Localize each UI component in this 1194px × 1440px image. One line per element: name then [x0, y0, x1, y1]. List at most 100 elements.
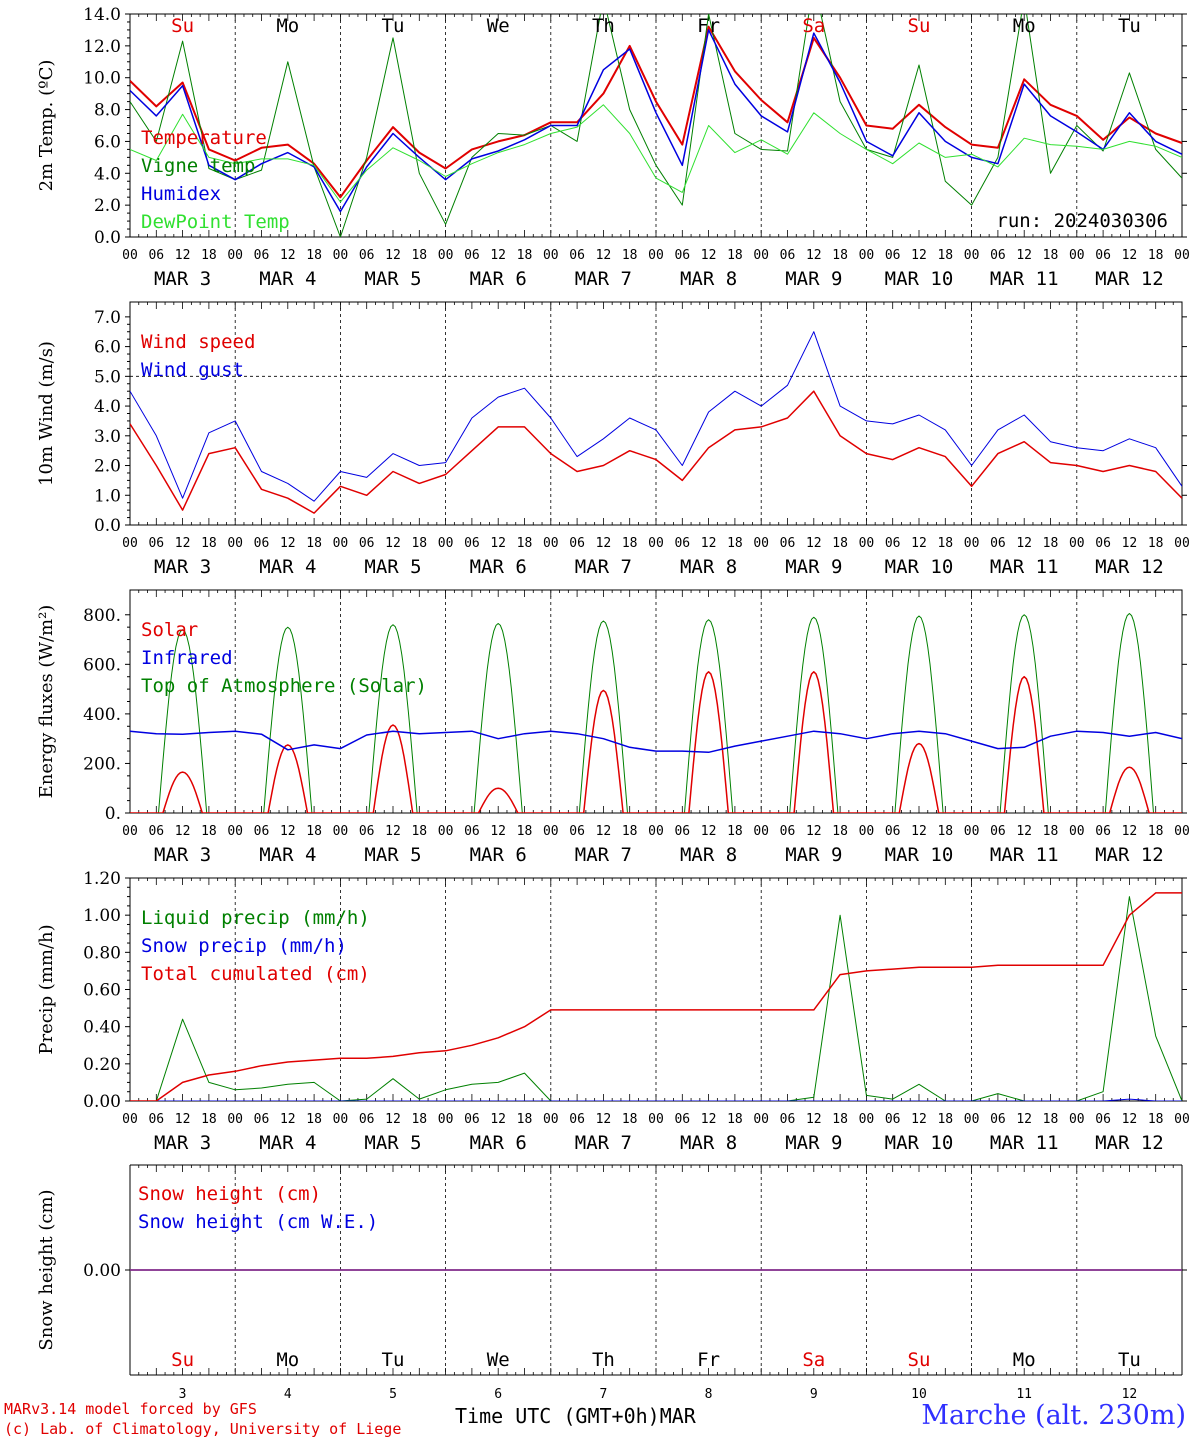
hour-label: 00 [859, 248, 875, 263]
date-label: MAR 4 [259, 844, 316, 866]
date-label: MAR 6 [470, 268, 527, 290]
hour-label: 06 [148, 824, 164, 839]
y-tick-label: 0.80 [83, 943, 121, 963]
hour-label: 00 [543, 248, 559, 263]
date-label: MAR 5 [364, 556, 421, 578]
y-axis-label: Snow height (cm) [36, 1189, 57, 1350]
hour-label: 18 [1148, 1112, 1164, 1127]
date-label: MAR 3 [154, 556, 211, 578]
hour-label: 06 [1095, 536, 1111, 551]
hour-label: 00 [438, 536, 454, 551]
hour-label: 12 [280, 1112, 296, 1127]
hour-label: 18 [201, 1112, 217, 1127]
hour-label: 06 [359, 824, 375, 839]
hour-label: 18 [517, 536, 533, 551]
series-temp-3 [130, 104, 1182, 203]
hour-label: 12 [490, 248, 506, 263]
hour-label: 00 [333, 1112, 349, 1127]
hour-label: 12 [280, 536, 296, 551]
hour-label: 12 [911, 1112, 927, 1127]
hour-label: 00 [964, 536, 980, 551]
date-label: MAR 7 [575, 556, 632, 578]
date-label: MAR 9 [785, 844, 842, 866]
hour-label: 18 [517, 1112, 533, 1127]
panel-precip: 0.00 0.20 0.40 0.60 0.80 1.00 1.20 Precip (mm/h… [36, 869, 1190, 1154]
hour-label: 06 [148, 248, 164, 263]
hour-label: 06 [990, 1112, 1006, 1127]
run-annotation: run: 2024030306 [996, 210, 1168, 232]
hour-label: 00 [122, 1112, 138, 1127]
hour-label: 00 [227, 248, 243, 263]
series-temp-1 [130, 14, 1182, 237]
legend-entry: Liquid precip (mm/h) [141, 907, 370, 929]
hour-label: 06 [780, 248, 796, 263]
date-label: MAR 5 [364, 1132, 421, 1154]
date-label: MAR 9 [785, 1132, 842, 1154]
y-tick-label: 0.00 [83, 1261, 121, 1281]
hour-label: 12 [1016, 536, 1032, 551]
y-tick-label: 4.0 [94, 397, 121, 417]
hour-label: 18 [306, 248, 322, 263]
series-temp-0 [130, 25, 1182, 199]
hour-label: 12 [596, 248, 612, 263]
day-of-week-label: Tu [382, 1349, 405, 1371]
legend-entry: Temperature [141, 127, 267, 149]
y-tick-label: 0.0 [94, 228, 121, 248]
hour-label: 00 [1069, 1112, 1085, 1127]
hour-label: 18 [1043, 248, 1059, 263]
hour-label: 00 [753, 248, 769, 263]
hour-label: 18 [622, 248, 638, 263]
date-label: MAR 12 [1095, 556, 1164, 578]
hour-label: 18 [1148, 824, 1164, 839]
day-of-week-label: Sa [802, 1349, 825, 1371]
day-of-week-label: Su [908, 1349, 931, 1371]
day-of-week-label: Fr [697, 1349, 720, 1371]
y-tick-label: 0.60 [83, 981, 121, 1001]
day-of-week-label: Mo [276, 15, 299, 37]
hour-label: 00 [438, 1112, 454, 1127]
y-tick-label: 0.20 [83, 1055, 121, 1075]
hour-label: 12 [175, 536, 191, 551]
hour-label: 12 [911, 248, 927, 263]
day-of-week-label: Su [171, 1349, 194, 1371]
station-name: Marche (alt. 230m) [921, 1400, 1186, 1431]
series-wind-1 [130, 331, 1182, 502]
hour-label: 12 [385, 248, 401, 263]
date-label: MAR 4 [259, 556, 316, 578]
hour-label: 18 [622, 824, 638, 839]
day-of-week-label: Tu [1118, 1349, 1141, 1371]
y-tick-label: 200. [83, 754, 121, 774]
hour-label: 18 [937, 824, 953, 839]
lab-credit: (c) Lab. of Climatology, University of L… [4, 1420, 402, 1438]
hour-label: 00 [1174, 536, 1190, 551]
hour-label: 12 [1122, 536, 1138, 551]
series-group [130, 14, 1182, 237]
date-label: MAR 7 [575, 1132, 632, 1154]
hour-label: 00 [964, 824, 980, 839]
y-tick-label: 6.0 [94, 132, 121, 152]
legend-entry: Top of Atmosphere (Solar) [141, 675, 427, 697]
hour-label: 00 [1069, 824, 1085, 839]
y-tick-label: 12.0 [83, 37, 121, 57]
y-tick-label: 1.20 [83, 869, 121, 889]
hour-label: 06 [254, 536, 270, 551]
hour-label: 06 [780, 1112, 796, 1127]
hour-label: 06 [674, 824, 690, 839]
hour-label: 06 [1095, 824, 1111, 839]
hour-label: 06 [885, 1112, 901, 1127]
hour-label: 00 [1174, 1112, 1190, 1127]
series-group [130, 613, 1182, 813]
hour-label: 12 [701, 824, 717, 839]
y-tick-label: 14.0 [83, 5, 121, 25]
x-axis-title: Time UTC (GMT+0h)MAR [455, 1404, 696, 1428]
date-label: MAR 11 [990, 1132, 1059, 1154]
day-of-week-label: Su [171, 15, 194, 37]
date-label: MAR 10 [885, 1132, 954, 1154]
panel-energy: 0. 200. 400. 600. 800. Energy fluxes (W/m²) 00… [36, 589, 1190, 866]
hour-label: 18 [832, 536, 848, 551]
hour-label: 00 [1174, 248, 1190, 263]
model-credit: MARv3.14 model forced by GFS [4, 1400, 257, 1418]
hour-label: 12 [1016, 248, 1032, 263]
y-axis-label: 2m Temp. (ºC) [36, 60, 57, 192]
date-label: MAR 6 [470, 844, 527, 866]
